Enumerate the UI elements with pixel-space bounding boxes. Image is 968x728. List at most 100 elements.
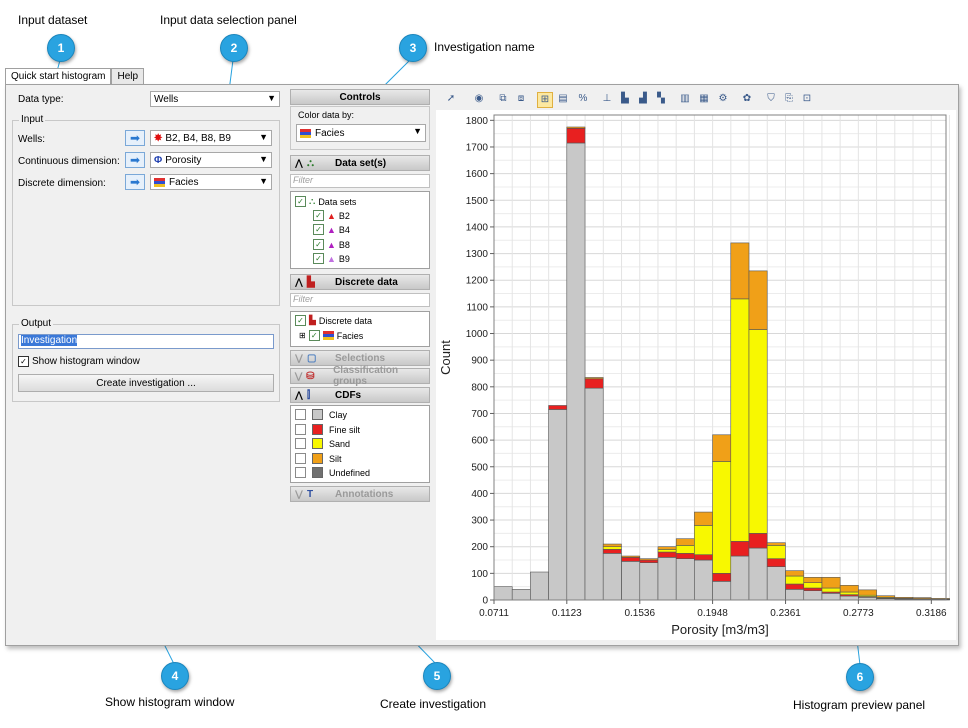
bar-segment [602, 543, 622, 548]
discrete-data-icon: ▙ [307, 276, 315, 288]
dataset-item-b2[interactable]: ✓ ▲ B2 [313, 210, 350, 221]
expand-icon: ⊞ [299, 331, 306, 340]
settings-icon[interactable]: ⚙ [718, 93, 728, 104]
discrete-section-header[interactable]: ⋀ ▙ Discrete data [290, 274, 430, 290]
x-tick-label: 0.1123 [552, 608, 582, 619]
bar-segment [785, 575, 805, 585]
cdfs-section-header[interactable]: ⋀ ⫿ CDFs [290, 387, 430, 403]
collapse-icon: ⋀ [295, 389, 303, 400]
investigation-name-input[interactable]: Investigation [18, 334, 274, 349]
y-tick-label: 1400 [466, 222, 489, 233]
dataset-item-b9[interactable]: ✓ ▲ B9 [313, 253, 350, 264]
bar-segment [730, 555, 750, 601]
cdf-checkbox[interactable] [295, 438, 306, 449]
bar-segment [712, 581, 732, 601]
tab-help[interactable]: Help [111, 68, 145, 85]
expand-icon: ⋁ [294, 370, 303, 381]
cdf-checkbox[interactable] [295, 467, 306, 478]
paste-icon[interactable]: ⧈ [517, 93, 525, 104]
bar-segment [712, 461, 732, 574]
datasets-filter-input[interactable]: Filter [290, 174, 430, 188]
continuous-dimension-field[interactable]: Φ Porosity ▼ [150, 152, 272, 168]
palette-icon[interactable]: ✿ [742, 93, 752, 104]
discrete-dimension-field[interactable]: Facies ▼ [150, 174, 272, 190]
callout-bubble-3: 3 [399, 34, 427, 62]
bars-outline-icon[interactable]: ▚ [657, 93, 665, 104]
discrete-folder-icon: ▙ [309, 315, 316, 325]
cdf-item-clay[interactable]: Clay [295, 409, 347, 420]
bar-segment [621, 561, 641, 601]
dataset-item-b8[interactable]: ✓ ▲ B8 [313, 239, 350, 250]
datasets-icon: ⛬ [307, 157, 314, 169]
tab-quick-start-histogram[interactable]: Quick start histogram [5, 68, 112, 85]
bars-stack-icon[interactable]: ▟ [639, 93, 647, 104]
x-tick-label: 0.3186 [916, 608, 947, 619]
discrete-root-item[interactable]: ✓ ▙ Discrete data [295, 315, 372, 326]
classification-icon: ⛁ [306, 370, 315, 382]
grid-icon[interactable]: ⊞ [537, 92, 553, 108]
copy-icon[interactable]: ⧉ [499, 93, 507, 104]
datasets-root-checkbox[interactable]: ✓ [295, 196, 306, 207]
color-by-select[interactable]: Facies ▼ [296, 124, 426, 142]
bar-segment [675, 553, 695, 559]
output-group-label: Output [19, 318, 54, 329]
bars-icon[interactable]: ▙ [621, 93, 629, 104]
selections-section-header[interactable]: ⋁ ▢ Selections [290, 350, 430, 366]
undefined-swatch [312, 467, 323, 478]
bar-segment [839, 585, 859, 593]
plot-frame [493, 114, 947, 601]
y-tick-label: 300 [471, 516, 488, 527]
well-set-icon: ✸ [154, 132, 163, 144]
layout-icon[interactable]: ⊡ [802, 93, 812, 104]
dataset-checkbox[interactable]: ✓ [313, 224, 324, 235]
histogram-icon[interactable]: ▥ [680, 93, 690, 104]
discrete-insert-button[interactable]: ➡ [125, 174, 145, 190]
data-type-select[interactable]: Wells ▼ [150, 91, 280, 107]
bar-segment [712, 434, 732, 462]
dataset-checkbox[interactable]: ✓ [313, 253, 324, 264]
color-by-group [290, 106, 430, 150]
datasets-root-item[interactable]: ✓ ⛬ Data sets [295, 196, 356, 207]
bar-segment [657, 557, 677, 601]
facies-icon [322, 331, 334, 340]
filter-icon[interactable]: ⛉ [767, 93, 775, 104]
wells-insert-button[interactable]: ➡ [125, 130, 145, 146]
axis-icon[interactable]: ⊥ [602, 93, 612, 104]
cdf-checkbox[interactable] [295, 424, 306, 435]
bar-segment [530, 571, 549, 601]
dataset-checkbox[interactable]: ✓ [313, 210, 324, 221]
wells-field[interactable]: ✸ B2, B4, B8, B9 ▼ [150, 130, 272, 146]
bar-segment [639, 562, 659, 601]
cdf-item-undefined[interactable]: Undefined [295, 467, 370, 478]
cdf-item-silt[interactable]: Silt [295, 453, 342, 464]
chevron-down-icon: ▼ [413, 126, 422, 136]
show-histogram-checkbox[interactable]: ✓ [18, 356, 29, 367]
percent-icon[interactable]: % [578, 93, 588, 104]
cdf-item-fine-silt[interactable]: Fine silt [295, 424, 360, 435]
classification-section-header[interactable]: ⋁ ⛁ Classification groups [290, 365, 430, 387]
y-tick-label: 0 [482, 596, 488, 607]
cdf-checkbox[interactable] [295, 409, 306, 420]
annotations-section-header[interactable]: ⋁ T Annotations [290, 486, 430, 502]
bar-segment [839, 591, 859, 595]
view-icon[interactable]: ◉ [474, 93, 484, 104]
continuous-insert-button[interactable]: ➡ [125, 152, 145, 168]
callout-title-histogram-preview: Histogram preview panel [793, 698, 926, 712]
discrete-facies-item[interactable]: ⊞ ✓ Facies [299, 330, 364, 341]
table-icon[interactable]: ▤ [558, 93, 568, 104]
datasets-section-header[interactable]: ⋀ ⛬ Data set(s) [290, 155, 430, 171]
create-investigation-button[interactable]: Create investigation ... [18, 374, 274, 392]
dataset-checkbox[interactable]: ✓ [313, 239, 324, 250]
export-icon[interactable]: ⎘ [785, 93, 793, 104]
show-histogram-row: ✓ Show histogram window [18, 356, 140, 367]
discrete-root-checkbox[interactable]: ✓ [295, 315, 306, 326]
facies-checkbox[interactable]: ✓ [308, 330, 320, 341]
cdf-item-sand[interactable]: Sand [295, 438, 350, 449]
discrete-filter-input[interactable]: Filter [290, 293, 430, 307]
dataset-item-b4[interactable]: ✓ ▲ B4 [313, 224, 350, 235]
bar-segment [639, 558, 659, 561]
pointer-icon[interactable]: ➚ [446, 93, 456, 104]
histogram-alt-icon[interactable]: ▦ [699, 93, 709, 104]
cdf-checkbox[interactable] [295, 453, 306, 464]
bar-segment [602, 549, 622, 554]
